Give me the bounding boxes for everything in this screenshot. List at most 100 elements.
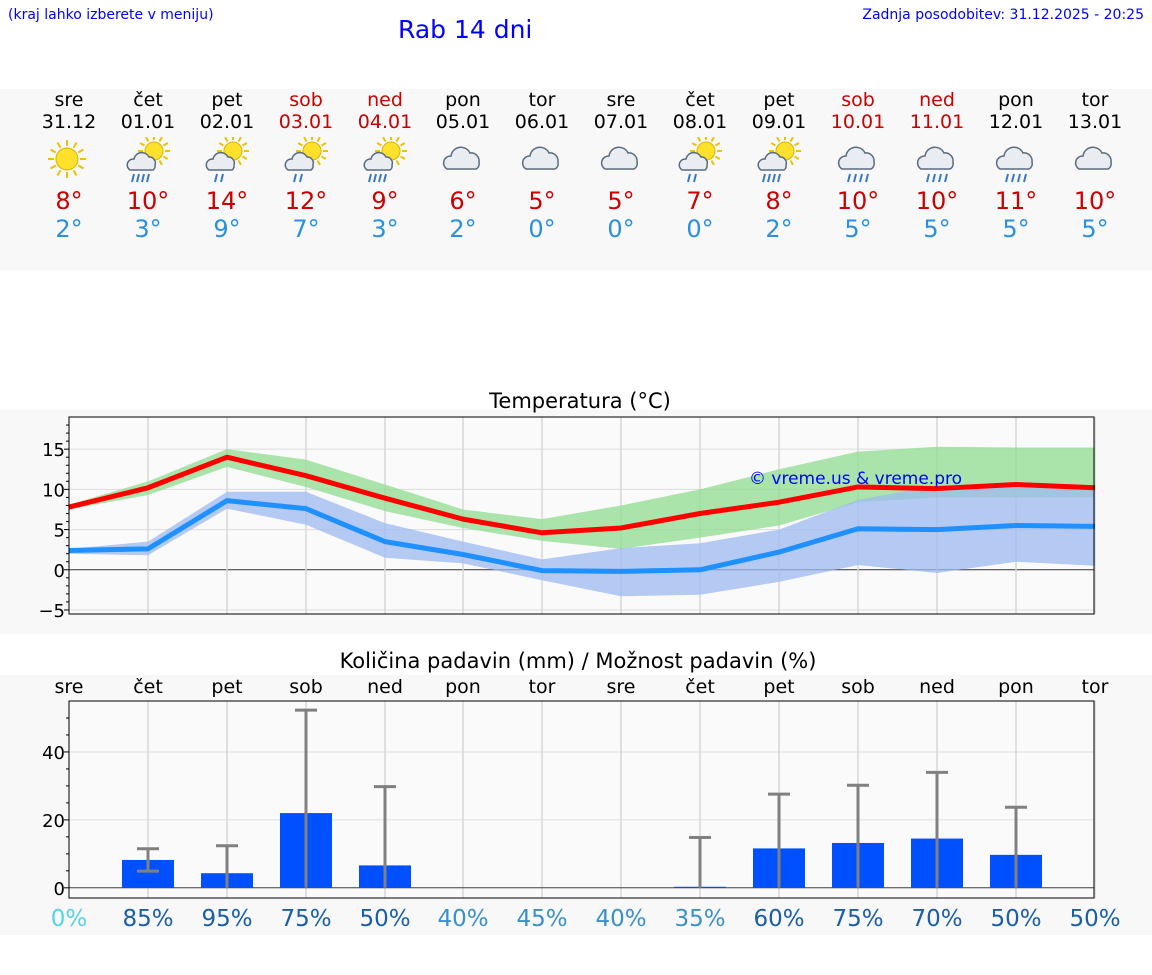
y-tick-label: 40	[42, 743, 65, 764]
day-column: pon 12.01 11° 5°	[977, 89, 1055, 243]
precipitation-error-bar	[137, 847, 159, 873]
max-temperature: 6°	[449, 187, 477, 215]
precipitation-probability: 35%	[674, 906, 725, 932]
min-temperature: 3°	[134, 215, 162, 243]
x-category-label: tor	[1082, 676, 1109, 698]
day-date: 07.01	[593, 111, 649, 133]
x-category-label: pon	[445, 676, 481, 698]
min-temperature: 0°	[686, 215, 714, 243]
max-temperature: 7°	[686, 187, 714, 215]
y-tick-label: 20	[42, 811, 65, 832]
copyright-annotation: © vreme.us & vreme.pro	[749, 469, 962, 489]
day-date: 08.01	[672, 111, 728, 133]
precipitation-error-bar	[926, 770, 948, 888]
precipitation-error-bar	[1005, 805, 1027, 888]
day-date: 02.01	[199, 111, 255, 133]
day-column: pet 02.01 14° 9°	[188, 89, 266, 243]
precipitation-error-bar	[847, 783, 869, 888]
day-column: tor 13.01 10° 5°	[1056, 89, 1134, 243]
x-category-label: sob	[841, 676, 875, 698]
min-temperature: 7°	[292, 215, 320, 243]
day-date: 09.01	[751, 111, 807, 133]
day-date: 31.12	[41, 111, 97, 133]
min-temperature: 5°	[844, 215, 872, 243]
min-temperature-range-band	[69, 485, 1095, 597]
cloud-icon	[600, 146, 638, 170]
x-category-label: sre	[607, 676, 636, 698]
day-date: 13.01	[1067, 111, 1123, 133]
min-temperature: 2°	[449, 215, 477, 243]
min-temperature: 0°	[607, 215, 635, 243]
max-temperature: 5°	[528, 187, 556, 215]
max-temperature: 11°	[994, 187, 1038, 215]
precipitation-probability: 50%	[359, 906, 410, 932]
max-temperature: 10°	[915, 187, 959, 215]
precipitation-probability: 85%	[122, 906, 173, 932]
day-date: 12.01	[988, 111, 1044, 133]
precipitation-probability: 0%	[51, 906, 88, 932]
min-temperature: 5°	[1081, 215, 1109, 243]
day-name: sre	[606, 89, 636, 111]
precipitation-probability: 40%	[437, 906, 488, 932]
sun-icon	[48, 140, 86, 178]
precipitation-error-bar	[689, 836, 711, 888]
precipitation-probability: 45%	[516, 906, 567, 932]
x-category-label: pon	[998, 676, 1034, 698]
x-category-label: čet	[685, 676, 715, 698]
precipitation-probability: 75%	[832, 906, 883, 932]
sun-cloud-light-rain-icon	[678, 137, 722, 183]
max-temperature: 10°	[836, 187, 880, 215]
day-column: sre 07.01 5° 0°	[582, 89, 660, 243]
day-column: pon 05.01 6° 2°	[424, 89, 502, 243]
max-temperature: 8°	[55, 187, 83, 215]
cloud-rain-icon	[995, 146, 1033, 183]
precipitation-chart: Količina padavin (mm) / Možnost padavin …	[42, 649, 1120, 932]
temperature-chart: Temperatura (°C) −5 0 5 10 15 © vreme.us & vre…	[38, 389, 1096, 622]
max-temperature-range-band	[69, 446, 1095, 549]
temperature-chart-title: Temperatura (°C)	[488, 389, 671, 413]
day-name: pet	[211, 89, 243, 111]
sun-cloud-rain-icon	[757, 137, 801, 183]
day-column: sob 03.01 12° 7°	[267, 89, 345, 243]
day-name: sob	[289, 89, 323, 111]
sun-cloud-light-rain-icon	[205, 137, 249, 183]
day-name: tor	[1081, 89, 1109, 111]
x-category-label: sre	[55, 676, 84, 698]
x-category-label: pet	[763, 676, 794, 698]
x-category-label: pet	[211, 676, 242, 698]
sun-cloud-rain-icon	[363, 137, 407, 183]
day-name: čet	[685, 89, 715, 111]
max-temperature: 14°	[205, 187, 249, 215]
day-date: 04.01	[357, 111, 413, 133]
day-column: ned 04.01 9° 3°	[346, 89, 424, 243]
precipitation-error-bar	[295, 708, 317, 888]
max-temperature: 9°	[371, 187, 399, 215]
day-name: ned	[367, 89, 403, 111]
day-name: sre	[54, 89, 84, 111]
day-name: tor	[528, 89, 556, 111]
precipitation-error-bar	[768, 792, 790, 888]
precipitation-probability: 50%	[990, 906, 1041, 932]
cloud-rain-icon	[916, 146, 954, 183]
day-column: tor 06.01 5° 0°	[503, 89, 581, 243]
day-date: 06.01	[514, 111, 570, 133]
precipitation-chart-title: Količina padavin (mm) / Možnost padavin …	[340, 649, 817, 673]
cloud-icon	[521, 146, 559, 170]
precipitation-probability: 75%	[280, 906, 331, 932]
day-name: pon	[998, 89, 1034, 111]
max-temperature: 5°	[607, 187, 635, 215]
day-name: ned	[919, 89, 955, 111]
y-tick-label: −5	[38, 601, 65, 622]
day-column: pet 09.01 8° 2°	[740, 89, 818, 243]
location-hint: (kraj lahko izberete v meniju)	[8, 7, 214, 23]
min-temperature: 3°	[371, 215, 399, 243]
plot-frame	[68, 416, 1095, 615]
min-temperature: 5°	[1002, 215, 1030, 243]
min-temperature: 0°	[528, 215, 556, 243]
max-temperature: 8°	[765, 187, 793, 215]
x-category-label: čet	[133, 676, 163, 698]
cloud-icon	[442, 146, 480, 170]
plot-frame	[68, 700, 1095, 899]
precipitation-probability: 60%	[753, 906, 804, 932]
max-temperature: 10°	[126, 187, 170, 215]
